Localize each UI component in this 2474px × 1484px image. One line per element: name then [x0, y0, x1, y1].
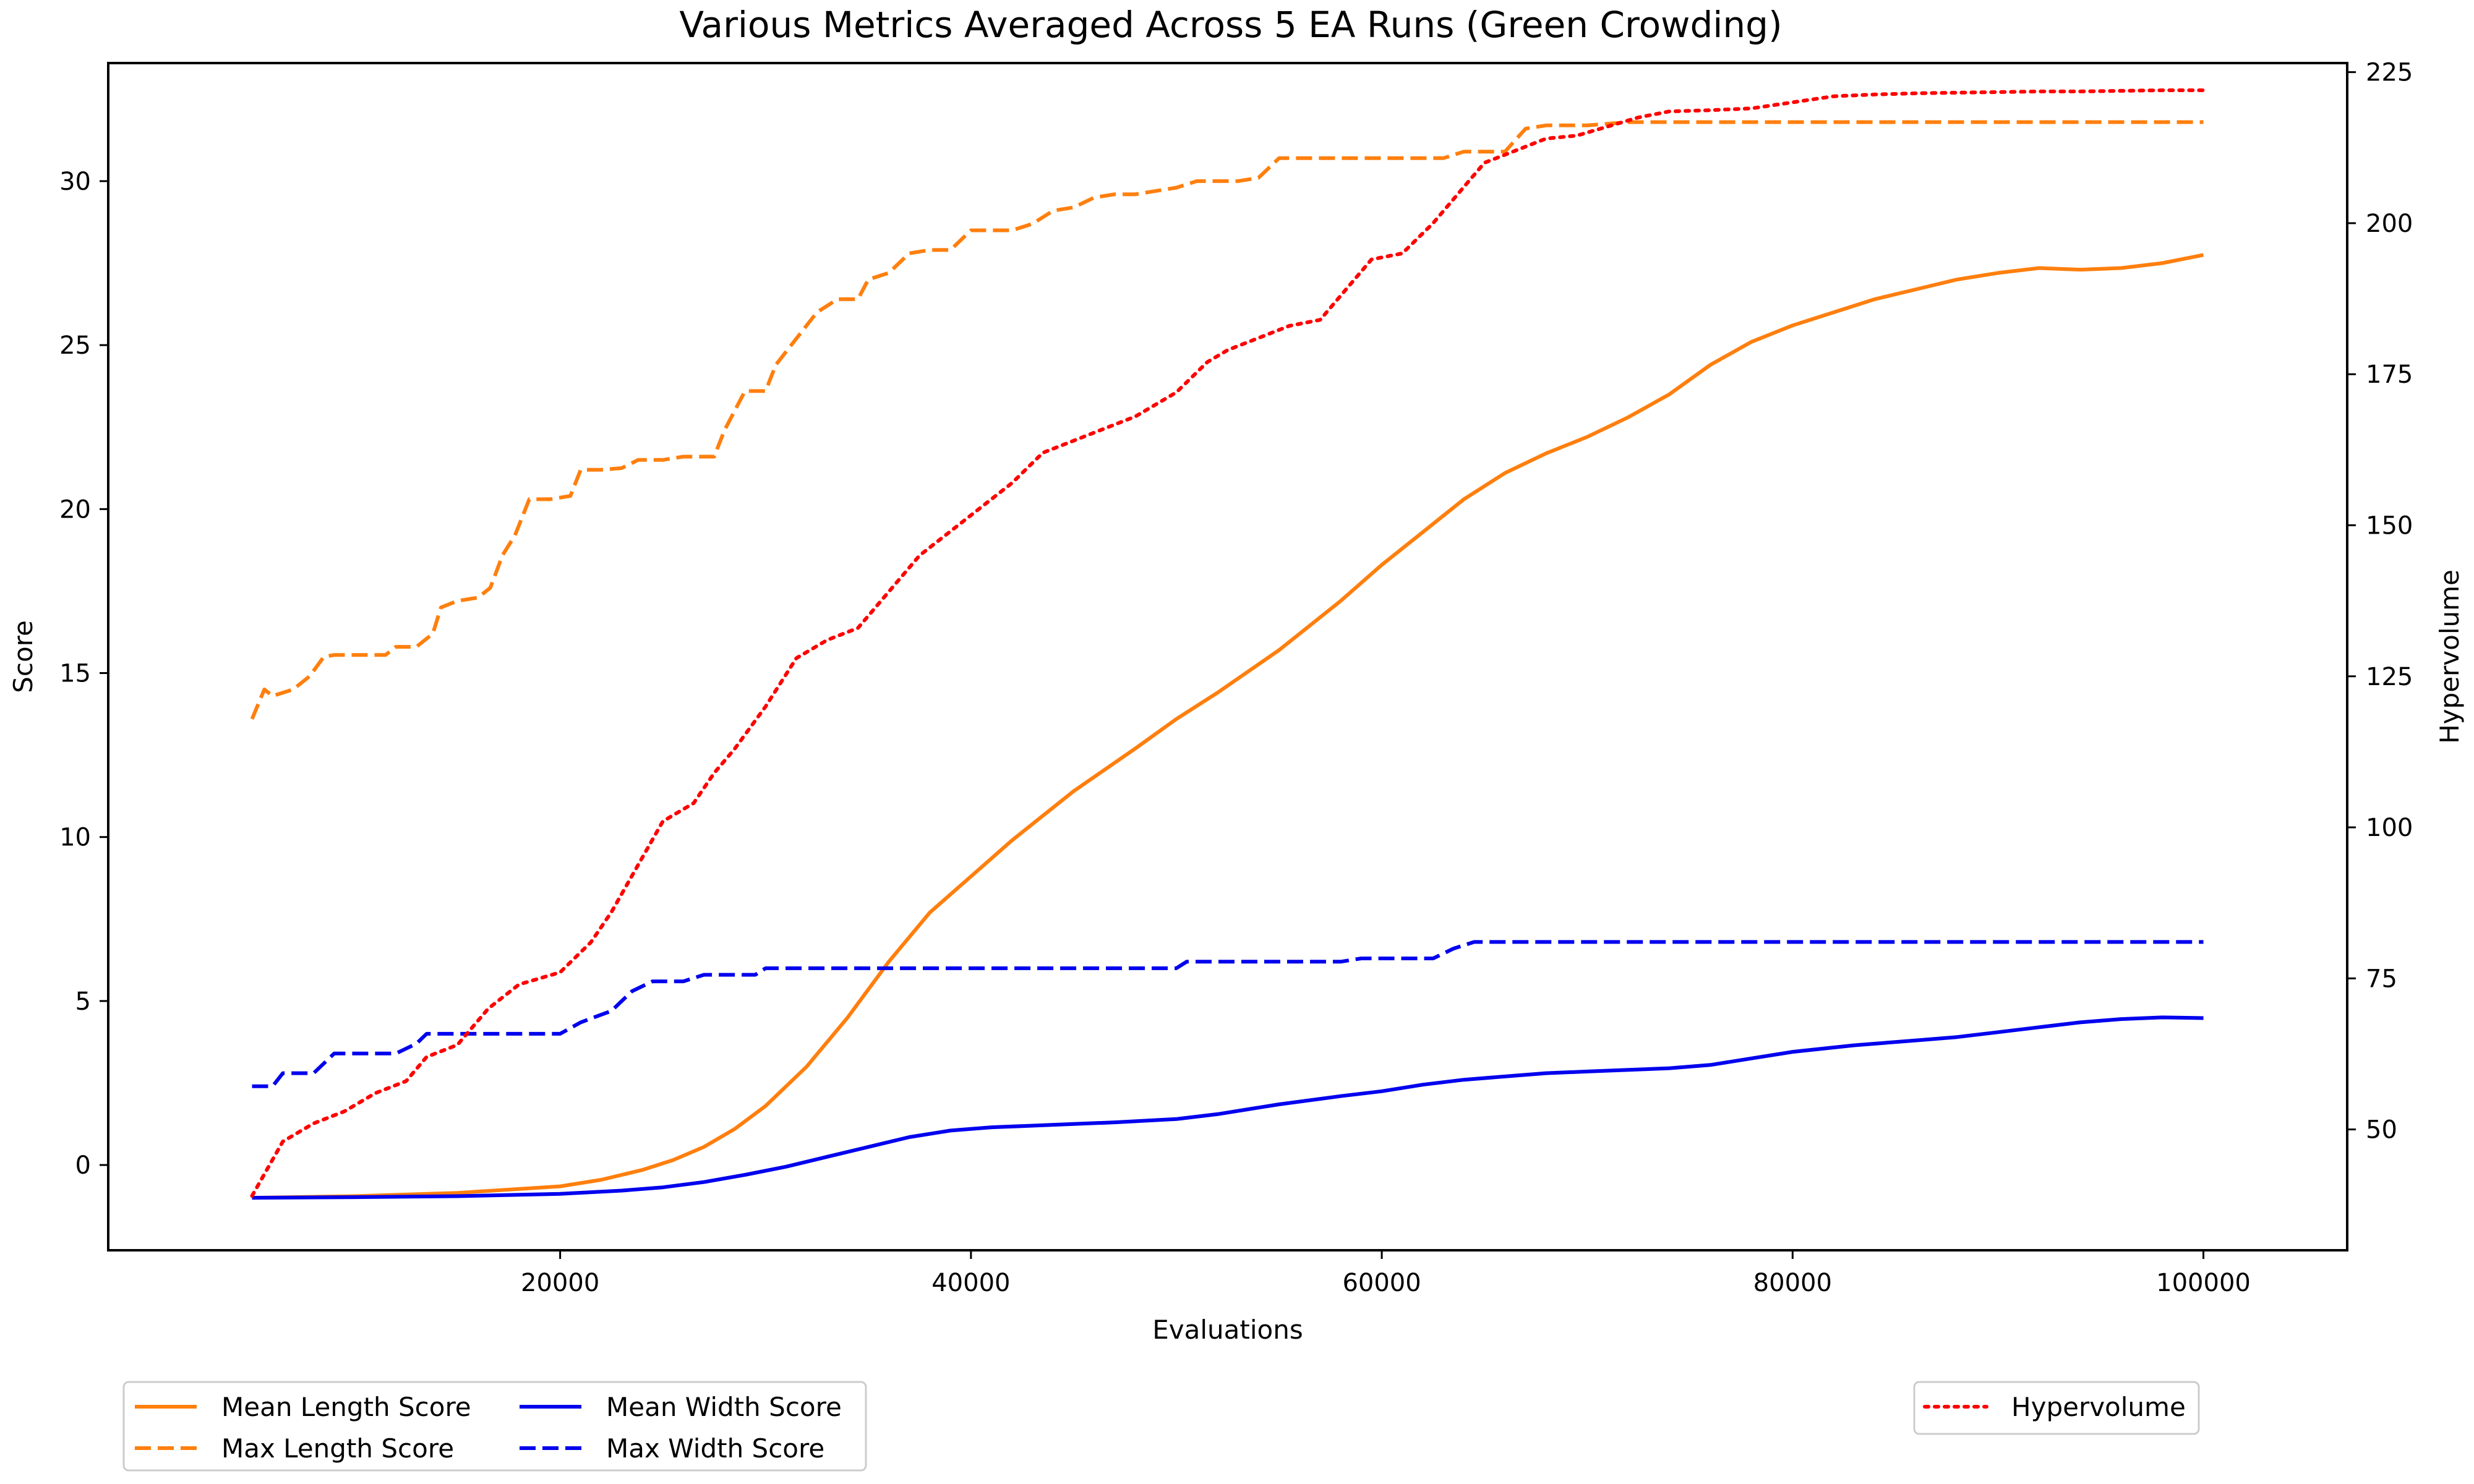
legend-entry-mean-length-score: Mean Length Score — [135, 1392, 471, 1422]
y2-tick-label: 50 — [2366, 1116, 2397, 1145]
y2-tick-label: 100 — [2366, 814, 2413, 842]
y2-axis-label: Hypervolume — [2434, 569, 2465, 744]
y-tick-label: 30 — [59, 168, 91, 196]
y-tick-label: 20 — [59, 495, 91, 524]
x-axis-label: Evaluations — [1152, 1315, 1303, 1345]
y2-tick-label: 150 — [2366, 511, 2413, 540]
chart-title: Various Metrics Averaged Across 5 EA Run… — [679, 4, 1782, 46]
legend-entry-max-length-score: Max Length Score — [135, 1433, 454, 1464]
y-tick-label: 15 — [59, 660, 91, 688]
y2-tick-label: 75 — [2366, 965, 2397, 993]
y-tick-label: 0 — [75, 1151, 91, 1180]
y2-tick-label: 225 — [2366, 59, 2413, 87]
legend-left: Mean Length Score Max Length Score Mean Wi… — [122, 1381, 867, 1472]
x-tick-label: 40000 — [931, 1269, 1010, 1297]
x-tick-label: 20000 — [521, 1269, 599, 1297]
series-line-hypervolume — [250, 88, 2206, 1198]
series-line-max-width-score — [252, 940, 2204, 1088]
x-tick-label: 80000 — [1753, 1269, 1832, 1297]
legend-entry-hypervolume: Hypervolume — [1923, 1392, 2186, 1422]
y2-tick-label: 125 — [2366, 663, 2413, 691]
legend-label: Hypervolume — [2011, 1392, 2186, 1422]
y2-tick-label: 175 — [2366, 360, 2413, 389]
y-tick-label: 5 — [75, 987, 91, 1016]
legend-right: Hypervolume — [1913, 1381, 2200, 1435]
legend-label: Mean Width Score — [606, 1392, 842, 1422]
y-tick-label: 25 — [59, 331, 91, 360]
legend-entry-max-width-score: Max Width Score — [520, 1433, 824, 1464]
x-tick-label: 60000 — [1342, 1269, 1421, 1297]
x-axis-ticks: 20000 40000 60000 80000 100000 — [521, 1250, 2251, 1297]
series-line-mean-length-score — [252, 253, 2204, 1200]
y-axis-ticks: 0 5 10 15 20 25 30 — [59, 168, 108, 1180]
x-tick-label: 100000 — [2156, 1269, 2251, 1297]
plot-frame — [107, 62, 2348, 1252]
legend-label: Max Width Score — [606, 1433, 824, 1464]
series-line-mean-width-score — [252, 1015, 2204, 1200]
series-line-max-length-score — [250, 120, 2204, 720]
series-layer — [250, 88, 2206, 1200]
legend-label: Max Length Score — [221, 1433, 454, 1464]
legend-left-box — [122, 1381, 867, 1472]
y-axis-label: Score — [8, 620, 38, 693]
y2-tick-label: 200 — [2366, 210, 2413, 238]
y-tick-label: 10 — [59, 824, 91, 852]
legend-label: Mean Length Score — [221, 1392, 471, 1422]
legend-entry-mean-width-score: Mean Width Score — [520, 1392, 842, 1422]
y2-axis-ticks: 50 75 100 125 150 175 200 225 — [2347, 59, 2413, 1145]
legend-right-box — [1913, 1381, 2200, 1435]
